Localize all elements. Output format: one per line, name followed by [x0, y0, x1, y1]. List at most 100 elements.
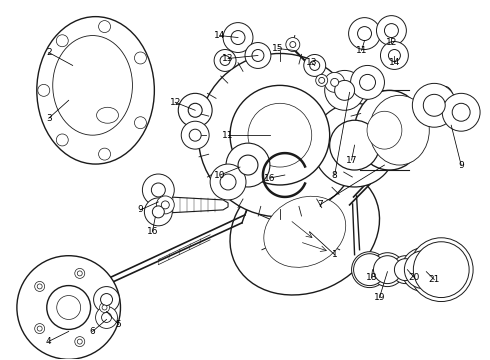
Circle shape: [210, 164, 246, 200]
Circle shape: [404, 251, 442, 289]
Circle shape: [401, 248, 445, 292]
Circle shape: [101, 312, 112, 323]
Circle shape: [370, 253, 404, 287]
Circle shape: [248, 103, 312, 167]
Circle shape: [100, 293, 113, 306]
Text: 16: 16: [264, 174, 276, 183]
Circle shape: [238, 155, 258, 175]
Text: 12: 12: [170, 98, 181, 107]
Circle shape: [223, 23, 253, 53]
Circle shape: [230, 85, 330, 185]
Circle shape: [161, 201, 169, 209]
Text: 9: 9: [138, 206, 143, 215]
Circle shape: [75, 337, 85, 347]
Text: 14: 14: [389, 58, 400, 67]
Circle shape: [94, 287, 120, 312]
Circle shape: [134, 117, 147, 129]
Circle shape: [376, 15, 406, 45]
Circle shape: [348, 18, 380, 50]
Circle shape: [77, 271, 82, 276]
Text: 6: 6: [90, 327, 96, 336]
Circle shape: [373, 256, 401, 284]
Circle shape: [96, 306, 118, 328]
Circle shape: [330, 120, 379, 170]
Circle shape: [145, 198, 172, 226]
Text: 4: 4: [46, 337, 51, 346]
Text: 13: 13: [306, 58, 318, 67]
Text: 15: 15: [272, 44, 284, 53]
Circle shape: [178, 93, 212, 127]
Circle shape: [98, 148, 111, 160]
Circle shape: [152, 206, 164, 218]
Text: 1: 1: [332, 250, 338, 259]
Text: 13: 13: [222, 54, 234, 63]
Circle shape: [394, 259, 416, 280]
Text: 2: 2: [46, 48, 51, 57]
Circle shape: [37, 326, 42, 331]
Text: 9: 9: [458, 161, 464, 170]
Text: 20: 20: [409, 273, 420, 282]
Text: 17: 17: [346, 156, 357, 165]
Circle shape: [99, 302, 110, 312]
Circle shape: [214, 50, 236, 71]
Text: 7: 7: [317, 201, 322, 210]
Circle shape: [452, 103, 470, 121]
Circle shape: [358, 27, 371, 41]
Circle shape: [389, 50, 400, 62]
Polygon shape: [163, 197, 228, 213]
Circle shape: [380, 41, 408, 69]
Circle shape: [331, 78, 339, 86]
Circle shape: [198, 54, 362, 217]
Text: 18: 18: [366, 273, 377, 282]
Text: 11: 11: [356, 46, 368, 55]
Ellipse shape: [355, 90, 424, 170]
Circle shape: [37, 284, 42, 289]
Circle shape: [304, 54, 326, 76]
Circle shape: [35, 282, 45, 291]
Circle shape: [360, 75, 375, 90]
Text: 11: 11: [222, 131, 234, 140]
Text: 3: 3: [46, 114, 51, 123]
Ellipse shape: [440, 86, 455, 114]
Circle shape: [409, 238, 473, 302]
Circle shape: [75, 269, 85, 278]
Circle shape: [354, 254, 386, 285]
Text: 8: 8: [332, 171, 338, 180]
Circle shape: [231, 31, 245, 45]
Circle shape: [17, 256, 121, 359]
Circle shape: [134, 52, 147, 64]
Circle shape: [156, 196, 174, 214]
Ellipse shape: [37, 17, 154, 164]
Circle shape: [423, 94, 445, 116]
Circle shape: [35, 324, 45, 334]
Circle shape: [220, 55, 230, 66]
Circle shape: [318, 77, 325, 84]
Ellipse shape: [53, 36, 132, 135]
Circle shape: [325, 72, 344, 92]
Circle shape: [385, 24, 398, 37]
Text: 10: 10: [214, 171, 226, 180]
Ellipse shape: [97, 107, 119, 123]
Circle shape: [151, 183, 165, 197]
Circle shape: [350, 66, 385, 99]
Circle shape: [442, 93, 480, 131]
Circle shape: [414, 242, 469, 298]
Circle shape: [392, 256, 419, 284]
Circle shape: [38, 84, 50, 96]
Text: 16: 16: [147, 227, 158, 236]
Circle shape: [102, 305, 107, 310]
Circle shape: [47, 285, 91, 329]
Circle shape: [413, 84, 456, 127]
Circle shape: [189, 129, 201, 141]
Text: 5: 5: [116, 320, 122, 329]
Ellipse shape: [264, 196, 346, 267]
Text: 14: 14: [215, 31, 226, 40]
Circle shape: [56, 35, 68, 47]
Circle shape: [77, 339, 82, 344]
Text: 19: 19: [374, 293, 385, 302]
Circle shape: [325, 71, 365, 110]
Circle shape: [286, 37, 300, 51]
Circle shape: [188, 103, 202, 117]
Circle shape: [335, 80, 355, 100]
Circle shape: [226, 143, 270, 187]
